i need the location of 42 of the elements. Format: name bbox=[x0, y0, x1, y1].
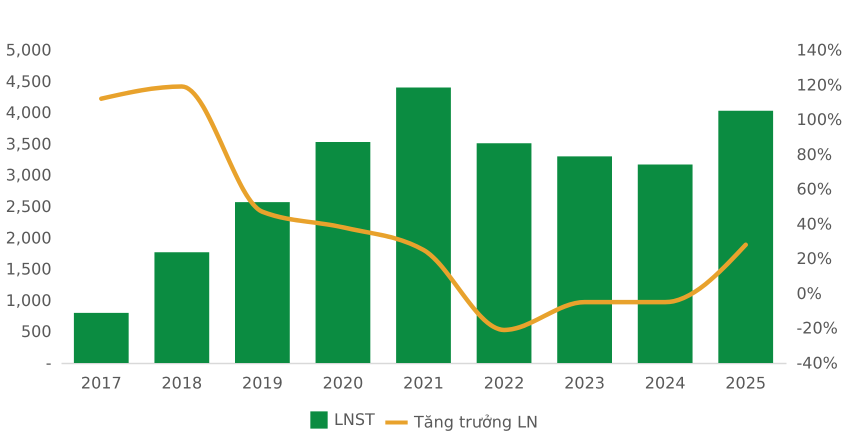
x-tick-label: 2017 bbox=[80, 374, 122, 392]
y2-tick-label: 80% bbox=[796, 144, 832, 164]
line-series bbox=[99, 84, 748, 332]
y-tick-label: 500 bbox=[20, 322, 52, 342]
legend-label: Tăng trưởng LN bbox=[413, 412, 538, 432]
y-tick-label: 4,000 bbox=[6, 103, 52, 122]
y2-tick-label: 40% bbox=[796, 214, 832, 234]
y-tick-label: - bbox=[46, 354, 52, 372]
y2-tick-label: 120% bbox=[796, 75, 842, 94]
x-tick-label: 2023 bbox=[564, 374, 605, 392]
y2-tick-label: -40% bbox=[796, 354, 838, 372]
y-tick-label: 1,000 bbox=[6, 290, 52, 310]
x-tick-label: 2020 bbox=[322, 374, 364, 392]
x-tick-label: 2018 bbox=[161, 374, 202, 392]
x-tick-label: 2019 bbox=[242, 374, 283, 392]
legend-label: LNST bbox=[334, 410, 376, 429]
y2-tick-label: 140% bbox=[796, 40, 842, 60]
bar bbox=[638, 164, 693, 363]
bar bbox=[235, 202, 290, 363]
bar bbox=[476, 143, 532, 363]
y2-tick-label: 0% bbox=[796, 284, 822, 303]
y2-tick-label: 20% bbox=[796, 249, 832, 268]
bar bbox=[396, 88, 451, 363]
y2-tick-label: 60% bbox=[796, 180, 832, 199]
bar bbox=[154, 252, 210, 363]
y-tick-label: 5,000 bbox=[6, 40, 52, 60]
x-tick-label: 2025 bbox=[725, 374, 766, 392]
x-tick-label: 2021 bbox=[403, 374, 444, 392]
bar bbox=[718, 110, 774, 363]
x-tick-label: 2022 bbox=[484, 374, 524, 392]
bar bbox=[557, 156, 612, 363]
y-tick-label: 2,000 bbox=[6, 228, 52, 248]
y2-tick-label: 100% bbox=[796, 110, 842, 130]
x-tick-label: 2024 bbox=[644, 374, 686, 392]
y-tick-label: 3,500 bbox=[6, 134, 52, 154]
y2-tick-label: -20% bbox=[796, 318, 838, 338]
y-tick-label: 4,500 bbox=[6, 72, 52, 91]
bar bbox=[74, 312, 129, 363]
y-tick-label: 2,500 bbox=[6, 197, 52, 216]
y-tick-label: 3,000 bbox=[6, 166, 52, 185]
y-tick-label: 1,500 bbox=[6, 260, 52, 279]
bar bbox=[316, 142, 370, 363]
